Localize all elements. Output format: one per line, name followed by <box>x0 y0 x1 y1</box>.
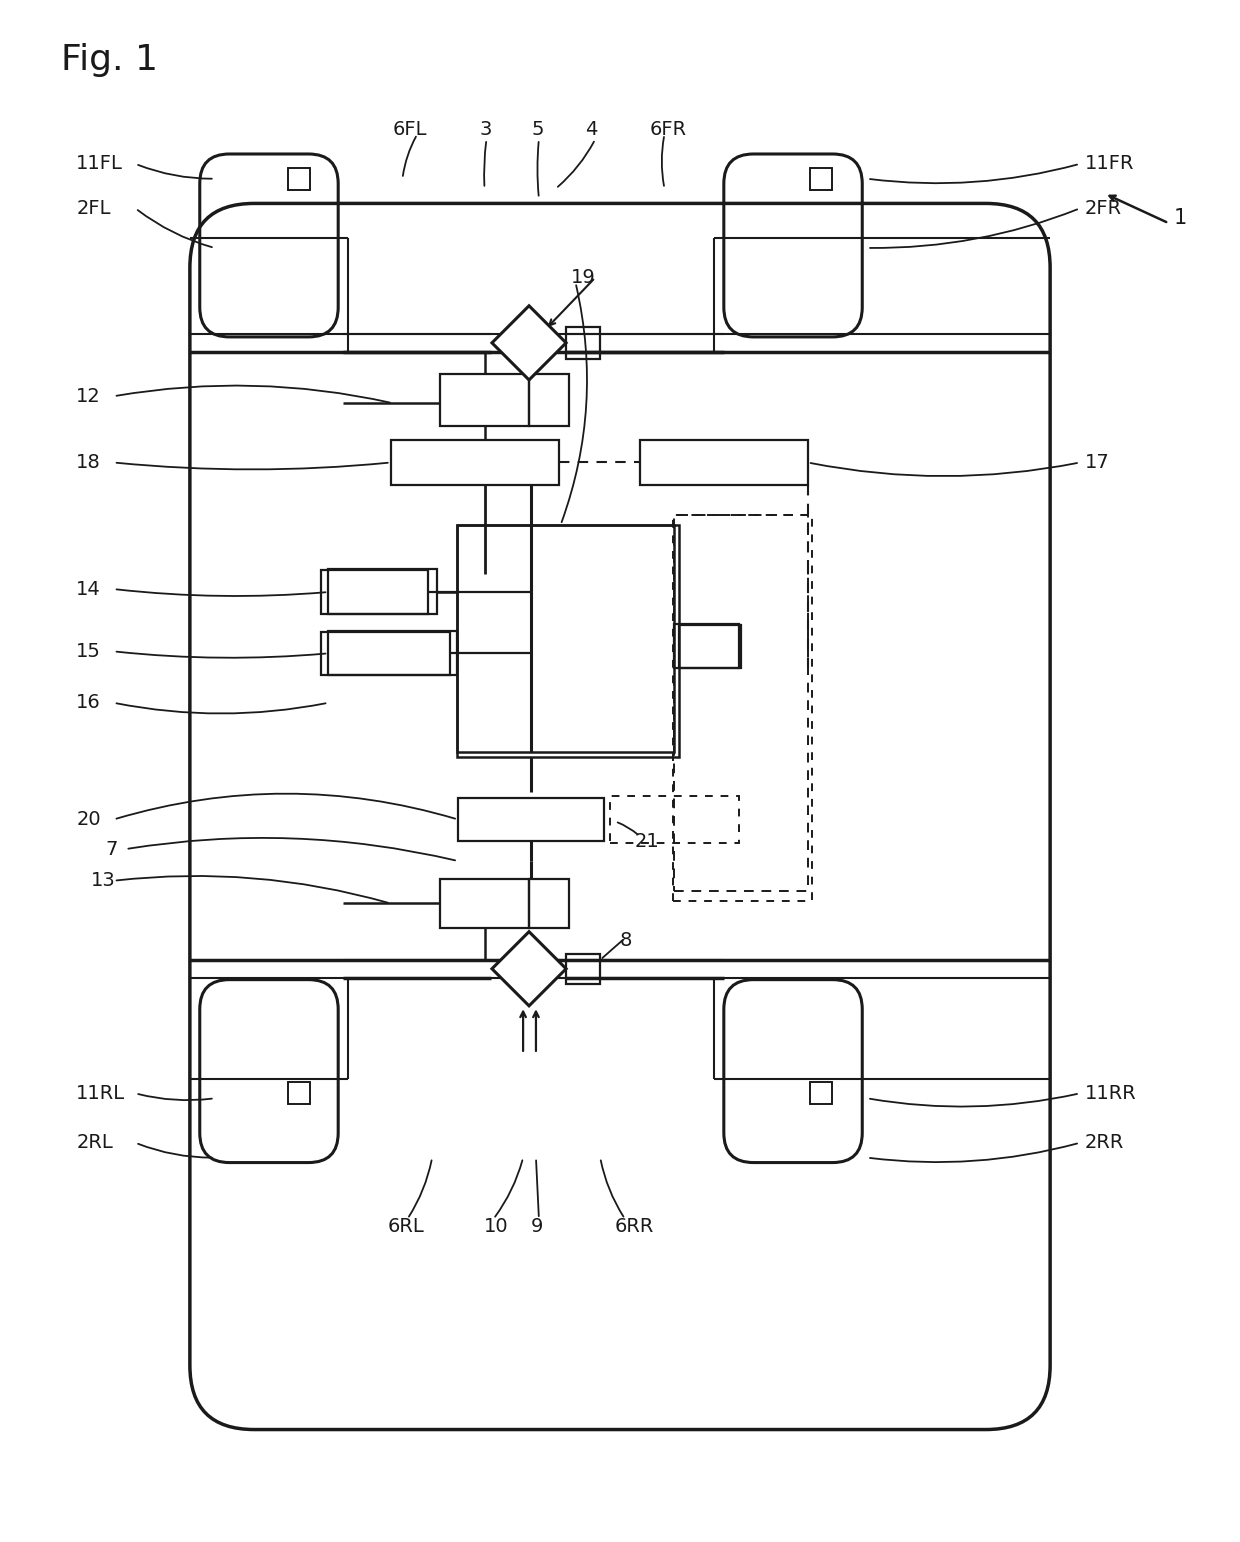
Text: 7: 7 <box>105 839 118 859</box>
Bar <box>810 1082 832 1104</box>
Text: 6FR: 6FR <box>650 120 687 139</box>
Text: 3: 3 <box>480 120 492 139</box>
Bar <box>329 631 456 675</box>
Bar <box>456 524 675 752</box>
Bar <box>810 168 832 190</box>
Bar <box>529 879 569 928</box>
Bar <box>680 625 740 668</box>
Bar <box>329 569 436 614</box>
Text: 1: 1 <box>1174 208 1187 228</box>
Text: 9: 9 <box>531 1217 543 1237</box>
Text: Fig. 1: Fig. 1 <box>61 43 159 77</box>
Bar <box>440 879 529 928</box>
Text: 21: 21 <box>635 831 660 851</box>
Text: 11FL: 11FL <box>76 154 123 173</box>
Polygon shape <box>492 305 567 379</box>
Text: 2RR: 2RR <box>1085 1133 1125 1152</box>
Bar <box>673 515 812 901</box>
Bar <box>321 632 450 675</box>
Bar <box>458 797 604 842</box>
Bar <box>391 439 559 486</box>
Bar <box>288 168 310 190</box>
Text: 2FL: 2FL <box>76 199 110 217</box>
Bar <box>529 375 569 426</box>
Bar <box>675 515 808 891</box>
Text: 6RR: 6RR <box>615 1217 655 1237</box>
Bar <box>640 439 808 486</box>
Bar <box>321 571 428 614</box>
Text: 15: 15 <box>76 641 100 662</box>
Polygon shape <box>492 931 567 1005</box>
Text: 8: 8 <box>620 930 632 950</box>
Text: 18: 18 <box>76 453 100 472</box>
Text: 12: 12 <box>76 387 100 406</box>
Text: 10: 10 <box>484 1217 508 1237</box>
Text: 11RL: 11RL <box>76 1084 125 1103</box>
Bar <box>456 524 680 757</box>
Text: 2FR: 2FR <box>1085 199 1122 217</box>
Text: 11FR: 11FR <box>1085 154 1135 173</box>
Text: 2RL: 2RL <box>76 1133 113 1152</box>
Text: 5: 5 <box>531 120 543 139</box>
Text: 19: 19 <box>570 268 595 287</box>
Text: 4: 4 <box>585 120 598 139</box>
Text: 11RR: 11RR <box>1085 1084 1137 1103</box>
Bar <box>565 954 600 984</box>
Bar <box>675 623 739 668</box>
Text: 16: 16 <box>76 694 100 712</box>
Text: 6RL: 6RL <box>388 1217 424 1237</box>
Text: 17: 17 <box>1085 453 1110 472</box>
Text: 14: 14 <box>76 580 100 598</box>
Bar <box>440 375 529 426</box>
Bar <box>610 796 739 843</box>
Text: 13: 13 <box>91 871 115 890</box>
Bar <box>288 1082 310 1104</box>
Bar <box>565 327 600 359</box>
Text: 6FL: 6FL <box>393 120 427 139</box>
Text: 20: 20 <box>76 810 100 830</box>
